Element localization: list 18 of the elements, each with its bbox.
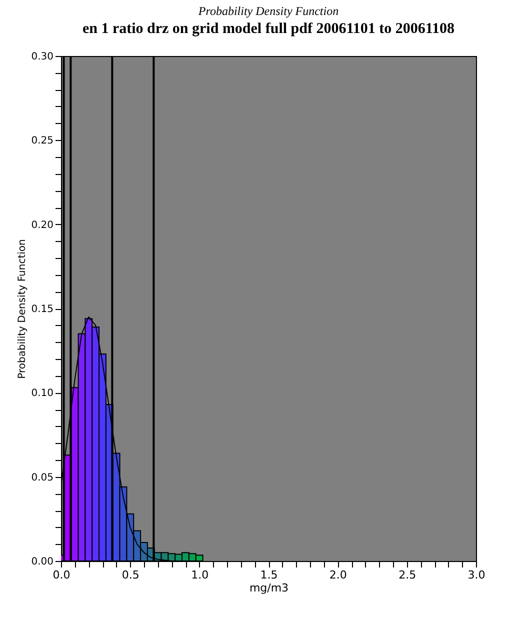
chart-subtitle: en 1 ratio drz on grid model full pdf 20061101 to 20061108 <box>82 21 455 37</box>
x-tick-label: 0.0 <box>52 568 70 582</box>
x-tick-label: 1.5 <box>260 568 278 582</box>
x-tick-label: 2.0 <box>329 568 347 582</box>
x-tick-label: 1.0 <box>191 568 209 582</box>
y-tick-label: 0.05 <box>31 472 54 484</box>
y-tick-label: 0.30 <box>31 52 54 62</box>
x-tick-label: 2.5 <box>398 568 416 582</box>
y-tick-label: 0.20 <box>31 220 54 231</box>
y-tick-label: 0.15 <box>31 304 54 315</box>
y-tick-label: 0.00 <box>31 556 54 568</box>
x-axis-title: mg/m3 <box>249 582 289 594</box>
x-tick-label: 0.5 <box>122 568 140 582</box>
y-tick-label: 0.25 <box>31 136 54 147</box>
y-axis-title: Probability Density Function <box>17 239 28 379</box>
chart-title: Probability Density Function <box>197 4 339 18</box>
x-tick-label: 3.0 <box>468 568 486 582</box>
y-tick-label: 0.10 <box>31 388 54 400</box>
